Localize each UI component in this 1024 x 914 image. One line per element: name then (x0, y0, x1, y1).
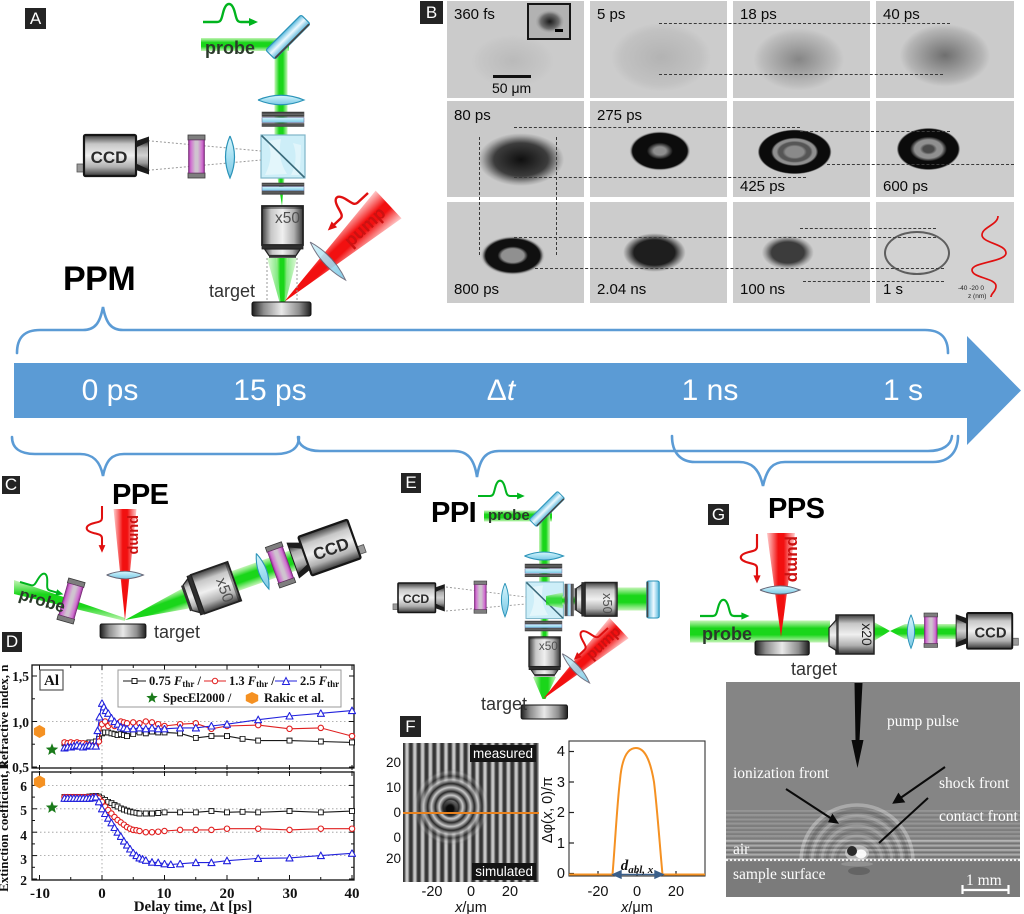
svg-text:10: 10 (157, 886, 172, 902)
svg-text:1: 1 (557, 836, 565, 852)
svg-text:target: target (209, 281, 255, 301)
svg-text:6: 6 (20, 779, 27, 794)
svg-text:air: air (733, 841, 750, 858)
svg-text:20: 20 (386, 755, 401, 770)
svg-text:pump: pump (784, 536, 803, 582)
svg-text:sample surface: sample surface (733, 866, 826, 883)
svg-text:probe: probe (488, 507, 530, 524)
svg-text:target: target (791, 659, 837, 679)
svg-text:1,5: 1,5 (12, 669, 29, 684)
svg-text:Rakic et al.: Rakic et al. (264, 691, 324, 705)
svg-text:1.3 Fthr /: 1.3 Fthr / (229, 674, 275, 689)
svg-text:20: 20 (502, 884, 518, 900)
svg-text:0.75 Fthr /: 0.75 Fthr / (149, 674, 201, 689)
svg-text:0,5: 0,5 (12, 760, 29, 775)
svg-text:0: 0 (467, 884, 475, 900)
svg-text:1,0: 1,0 (12, 715, 29, 730)
svg-text:5: 5 (20, 803, 27, 818)
svg-text:Δφ(x, 0)/π: Δφ(x, 0)/π (540, 777, 556, 843)
svg-text:40: 40 (345, 886, 360, 902)
svg-text:-10: -10 (30, 886, 50, 902)
svg-text:0: 0 (633, 884, 641, 900)
svg-text:-20: -20 (588, 884, 609, 900)
svg-text:0: 0 (98, 886, 106, 902)
svg-text:Delay time, Δt [ps]: Delay time, Δt [ps] (134, 899, 253, 914)
svg-text:20: 20 (668, 884, 684, 900)
svg-text:4: 4 (20, 828, 27, 843)
svg-text:x/μm: x/μm (454, 900, 487, 914)
svg-text:1 mm: 1 mm (966, 872, 1002, 889)
svg-text:x20: x20 (859, 623, 875, 646)
svg-text:contact front: contact front (939, 808, 1018, 825)
svg-text:20: 20 (386, 851, 401, 866)
svg-text:15 ps: 15 ps (233, 374, 306, 407)
svg-text:1 s: 1 s (883, 374, 923, 407)
svg-text:z (nm): z (nm) (968, 293, 986, 300)
svg-text:3: 3 (20, 852, 27, 867)
svg-text:pump: pump (126, 515, 142, 555)
svg-text:0: 0 (393, 805, 401, 820)
svg-text:target: target (481, 694, 527, 714)
svg-text:probe: probe (17, 585, 68, 617)
svg-text:0 ps: 0 ps (82, 374, 139, 407)
svg-text:-40 -20 0: -40 -20 0 (958, 285, 984, 292)
svg-text:SpecEl2000 /: SpecEl2000 / (163, 691, 232, 705)
svg-text:30: 30 (283, 886, 298, 902)
svg-text:ionization front: ionization front (733, 765, 830, 782)
svg-text:4: 4 (557, 744, 565, 760)
svg-text:probe: probe (702, 624, 752, 644)
svg-text:Refractive index, n: Refractive index, n (0, 664, 11, 770)
svg-text:target: target (154, 622, 200, 642)
svg-text:Δt: Δt (487, 374, 517, 407)
svg-text:1 ns: 1 ns (682, 374, 739, 407)
svg-text:0: 0 (557, 866, 565, 882)
svg-text:2: 2 (20, 873, 27, 888)
svg-text:20: 20 (220, 886, 235, 902)
svg-text:Extinction coefficient, k: Extinction coefficient, k (0, 759, 11, 892)
svg-text:Al: Al (44, 673, 59, 689)
svg-text:3: 3 (557, 775, 565, 791)
svg-text:pump pulse: pump pulse (887, 713, 959, 730)
svg-text:x/μm: x/μm (620, 900, 653, 914)
svg-text:10: 10 (386, 780, 401, 795)
svg-text:probe: probe (205, 38, 255, 58)
svg-text:-20: -20 (422, 884, 443, 900)
svg-text:0: 0 (393, 830, 401, 845)
svg-text:2: 2 (557, 805, 565, 821)
svg-text:shock front: shock front (939, 775, 1010, 792)
